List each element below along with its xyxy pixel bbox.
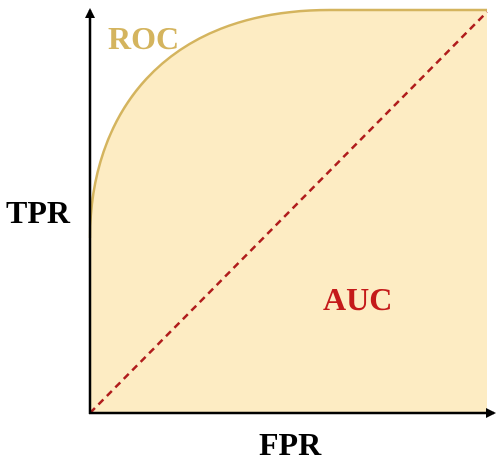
roc-curve: [88, 8, 487, 239]
y-axis-label: TPR: [6, 194, 70, 230]
random-classifier-diagonal: [89, 11, 488, 414]
roc-curve-label: ROC: [108, 20, 180, 56]
auc-area-label: AUC: [323, 281, 393, 317]
x-axis-label: FPR: [259, 426, 322, 462]
